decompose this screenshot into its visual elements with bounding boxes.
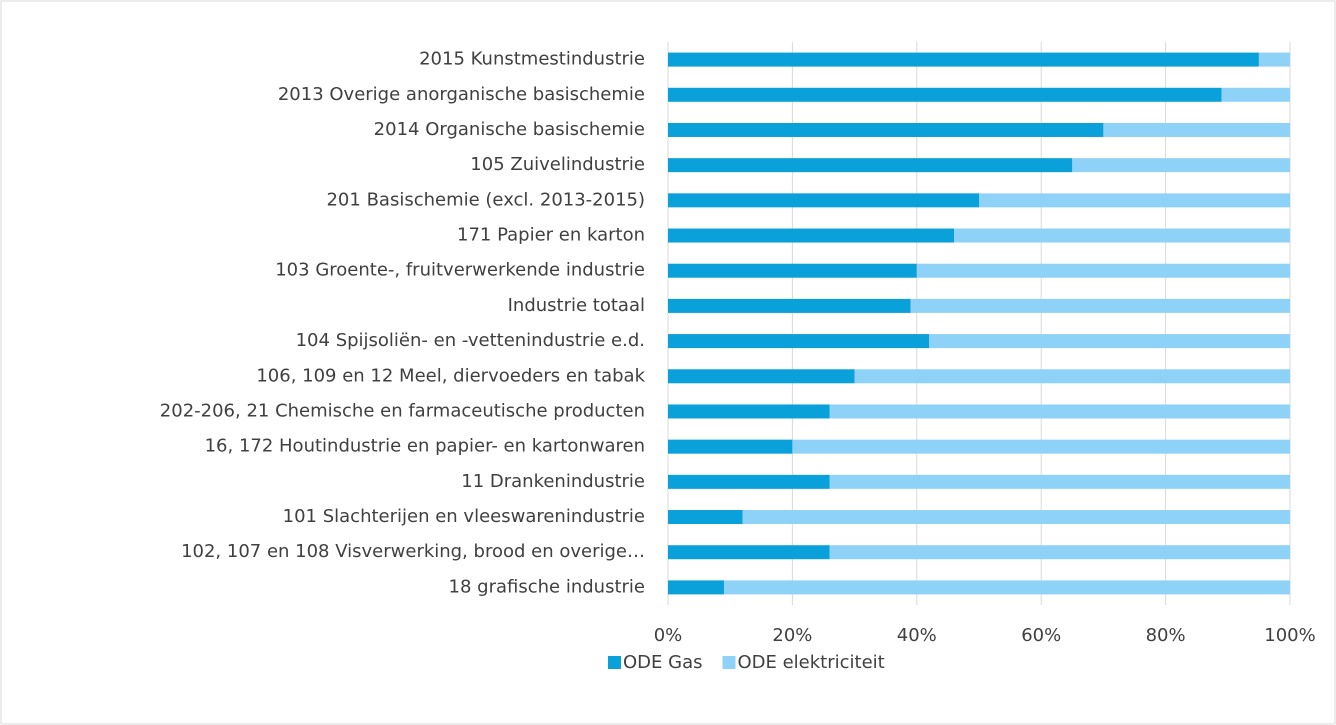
y-tick-label: 106, 109 en 12 Meel, diervoeders en taba…	[256, 365, 645, 386]
x-tick-label: 0%	[654, 625, 683, 646]
bar	[668, 158, 1073, 173]
bar	[668, 474, 830, 489]
bar	[668, 404, 830, 419]
legend-swatch	[608, 656, 621, 669]
y-tick-label: 103 Groente-, fruitverwerkende industrie	[275, 260, 645, 281]
bar	[668, 228, 955, 243]
bar	[668, 122, 1104, 137]
bar	[1103, 122, 1290, 137]
bar	[792, 439, 1290, 454]
bar	[723, 580, 1290, 595]
bar	[829, 404, 1290, 419]
x-tick-label: 80%	[1146, 625, 1186, 646]
bar	[829, 545, 1290, 560]
x-tick-label: 20%	[772, 625, 812, 646]
y-tick-label: 202-206, 21 Chemische en farmaceutische …	[160, 400, 645, 421]
y-tick-label: 16, 172 Houtindustrie en papier- en kart…	[205, 436, 645, 457]
y-tick-label: Industrie totaal	[508, 295, 645, 316]
y-tick-label: 18 grafische industrie	[449, 576, 645, 597]
bar	[668, 439, 793, 454]
bar	[1258, 52, 1290, 67]
y-tick-label: 11 Drankenindustrie	[461, 471, 645, 492]
y-tick-label: 101 Slachterijen en vleeswarenindustrie	[283, 506, 645, 527]
bar	[916, 263, 1290, 278]
bar	[954, 228, 1290, 243]
y-tick-label: 2015 Kunstmestindustrie	[419, 49, 645, 70]
x-tick-label: 100%	[1264, 625, 1315, 646]
bar	[668, 369, 855, 384]
bar	[829, 474, 1290, 489]
bar	[668, 263, 917, 278]
bar	[668, 298, 911, 313]
y-tick-label: 105 Zuivelindustrie	[470, 154, 645, 175]
y-tick-label: 201 Basischemie (excl. 2013-2015)	[326, 189, 645, 210]
bar	[742, 510, 1290, 525]
bar	[668, 545, 830, 560]
legend-label: ODE Gas	[623, 652, 702, 673]
bar	[1221, 87, 1290, 102]
bar	[668, 334, 930, 349]
bar	[910, 298, 1290, 313]
bar	[929, 334, 1290, 349]
bar	[668, 580, 724, 595]
bar	[668, 510, 743, 525]
bar	[854, 369, 1290, 384]
x-tick-label: 60%	[1021, 625, 1061, 646]
bar	[1072, 158, 1290, 173]
y-tick-label: 2014 Organische basischemie	[374, 119, 645, 140]
y-tick-label: 171 Papier en karton	[457, 225, 645, 246]
bar	[668, 193, 979, 208]
bar	[668, 52, 1259, 67]
bar	[668, 87, 1222, 102]
y-tick-label: 2013 Overige anorganische basischemie	[278, 84, 645, 105]
x-tick-label: 40%	[897, 625, 937, 646]
legend-swatch	[722, 656, 736, 669]
bar	[979, 193, 1290, 208]
legend-label: ODE elektriciteit	[737, 652, 884, 673]
y-tick-label: 102, 107 en 108 Visverwerking, brood en …	[181, 541, 645, 562]
y-tick-label: 104 Spijsoliën- en -vettenindustrie e.d.	[296, 330, 645, 351]
